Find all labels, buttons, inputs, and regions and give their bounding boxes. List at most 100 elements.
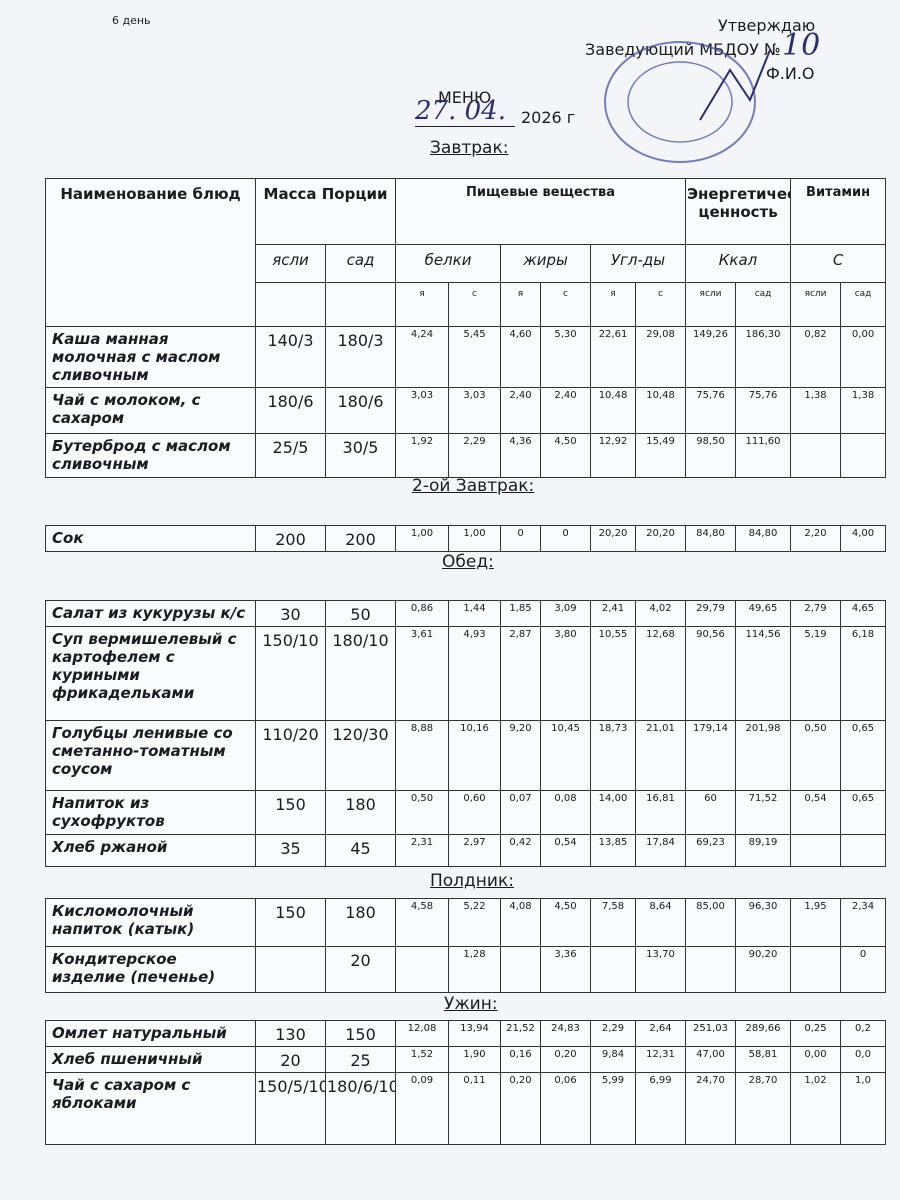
dish-mass: 180 xyxy=(325,790,396,835)
section-title: 2-ой Завтрак: xyxy=(412,476,535,496)
dish-mass: 150 xyxy=(325,1020,396,1047)
header-sub: жиры xyxy=(500,244,592,283)
dish-value: 24,70 xyxy=(685,1072,736,1145)
dish-name: Хлеб пшеничный xyxy=(45,1046,256,1073)
section-title: Полдник: xyxy=(430,871,514,891)
dish-value: 1,95 xyxy=(790,898,841,947)
dish-value: 6,18 xyxy=(840,626,886,721)
dish-value: 98,50 xyxy=(685,433,737,478)
dish-value: 2,41 xyxy=(590,600,636,627)
menu-table: Сок 200 200 1,00 1,00 0 0 20,20 20,20 84,80 84,80 2… xyxy=(45,525,886,552)
dish-value: 10,55 xyxy=(590,626,636,721)
header-unit: ясли xyxy=(685,282,737,327)
dish-name: Хлеб ржаной xyxy=(45,834,256,867)
dish-value: 4,36 xyxy=(500,433,542,478)
dish-value: 0,08 xyxy=(540,790,591,835)
dish-row: Каша манная молочная с маслом сливочным 1… xyxy=(45,326,887,388)
dish-value: 0,65 xyxy=(840,790,886,835)
dish-value: 4,50 xyxy=(540,433,592,478)
dish-value: 10,48 xyxy=(590,387,637,434)
dish-value: 12,31 xyxy=(635,1046,686,1073)
header-name: Наименование блюд xyxy=(45,178,256,327)
section-title: Ужин: xyxy=(444,994,498,1014)
dish-value: 4,93 xyxy=(448,626,501,721)
dish-value: 2,97 xyxy=(448,834,501,867)
header-sub: Ккал xyxy=(685,244,792,283)
dish-value: 0,06 xyxy=(540,1072,591,1145)
dish-value: 0,2 xyxy=(840,1020,886,1047)
dish-value: 89,19 xyxy=(735,834,791,867)
dish-row: Голубцы ленивые со сметанно-томатным соу… xyxy=(45,720,886,791)
dish-value: 5,30 xyxy=(540,326,592,388)
dish-value: 14,00 xyxy=(590,790,636,835)
dish-row: Салат из кукурузы к/с 30 50 0,86 1,44 1,85 3,0… xyxy=(45,600,886,627)
head-number: 10 xyxy=(782,28,821,63)
dish-value: 1,02 xyxy=(790,1072,841,1145)
dish-value: 0 xyxy=(500,525,541,552)
dish-value: 0,00 xyxy=(790,1046,841,1073)
dish-name: Чай с молоком, с сахаром xyxy=(45,387,256,434)
dish-value: 21,52 xyxy=(500,1020,541,1047)
dish-value: 13,85 xyxy=(590,834,636,867)
dish-mass: 180 xyxy=(325,898,396,947)
dish-name: Омлет натуральный xyxy=(45,1020,256,1047)
dish-mass: 25 xyxy=(325,1046,396,1073)
dish-value: 0,50 xyxy=(395,790,449,835)
section-title: Обед: xyxy=(442,552,494,572)
header-blank xyxy=(324,282,397,327)
dish-value: 3,03 xyxy=(395,387,450,434)
dish-value: 4,58 xyxy=(395,898,449,947)
dish-value: 10,48 xyxy=(635,387,687,434)
dish-value: 20,20 xyxy=(635,525,686,552)
dish-value: 0,16 xyxy=(500,1046,541,1073)
dish-value: 0,60 xyxy=(448,790,501,835)
dish-value: 251,03 xyxy=(685,1020,736,1047)
dish-mass: 180/6 xyxy=(324,387,397,434)
dish-mass: 150/10 xyxy=(255,626,326,721)
dish-value: 0 xyxy=(840,946,886,993)
dish-value: 49,65 xyxy=(735,600,791,627)
dish-value: 2,34 xyxy=(840,898,886,947)
dish-value xyxy=(790,433,842,478)
dish-value: 1,00 xyxy=(448,525,501,552)
dish-value xyxy=(500,946,541,993)
menu-date: 27. 04. xyxy=(415,96,515,127)
dish-value: 10,45 xyxy=(540,720,591,791)
menu-table: Наименование блюд Масса Порции Пищевые вещ… xyxy=(45,178,887,478)
dish-value: 1,00 xyxy=(395,525,449,552)
dish-value: 60 xyxy=(685,790,736,835)
dish-value: 4,60 xyxy=(500,326,542,388)
dish-value: 84,80 xyxy=(685,525,736,552)
dish-value: 3,03 xyxy=(448,387,502,434)
menu-table: Кисломолочный напиток (катык) 150 180 4,58 5… xyxy=(45,898,886,993)
dish-value: 2,31 xyxy=(395,834,449,867)
dish-mass: 180/10 xyxy=(325,626,396,721)
dish-value: 5,99 xyxy=(590,1072,636,1145)
dish-value: 0,82 xyxy=(790,326,842,388)
menu-year: 2026 г xyxy=(521,108,576,127)
header-unit: с xyxy=(448,282,502,327)
dish-value: 2,29 xyxy=(590,1020,636,1047)
dish-value: 149,26 xyxy=(685,326,737,388)
header-unit: я xyxy=(395,282,450,327)
dish-value: 179,14 xyxy=(685,720,736,791)
header-mass: Масса Порции xyxy=(254,178,397,245)
dish-value: 1,52 xyxy=(395,1046,449,1073)
dish-value: 4,08 xyxy=(500,898,541,947)
dish-value xyxy=(685,946,736,993)
dish-name: Чай с сахаром с яблоками xyxy=(45,1072,256,1145)
dish-mass: 140/3 xyxy=(255,326,326,388)
dish-value: 71,52 xyxy=(735,790,791,835)
dish-value: 0 xyxy=(540,525,591,552)
dish-mass: 200 xyxy=(325,525,396,552)
dish-name: Сок xyxy=(45,525,256,552)
dish-value: 2,40 xyxy=(500,387,542,434)
dish-value: 2,64 xyxy=(635,1020,686,1047)
header-row: Наименование блюд Масса Порции Пищевые вещ… xyxy=(45,178,887,327)
dish-value: 2,79 xyxy=(790,600,841,627)
dish-name: Напиток из сухофруктов xyxy=(45,790,256,835)
dish-row: Напиток из сухофруктов 150 180 0,50 0,60 0,07… xyxy=(45,790,886,835)
dish-value: 12,68 xyxy=(635,626,686,721)
dish-value: 0,86 xyxy=(395,600,449,627)
dish-value: 24,83 xyxy=(540,1020,591,1047)
